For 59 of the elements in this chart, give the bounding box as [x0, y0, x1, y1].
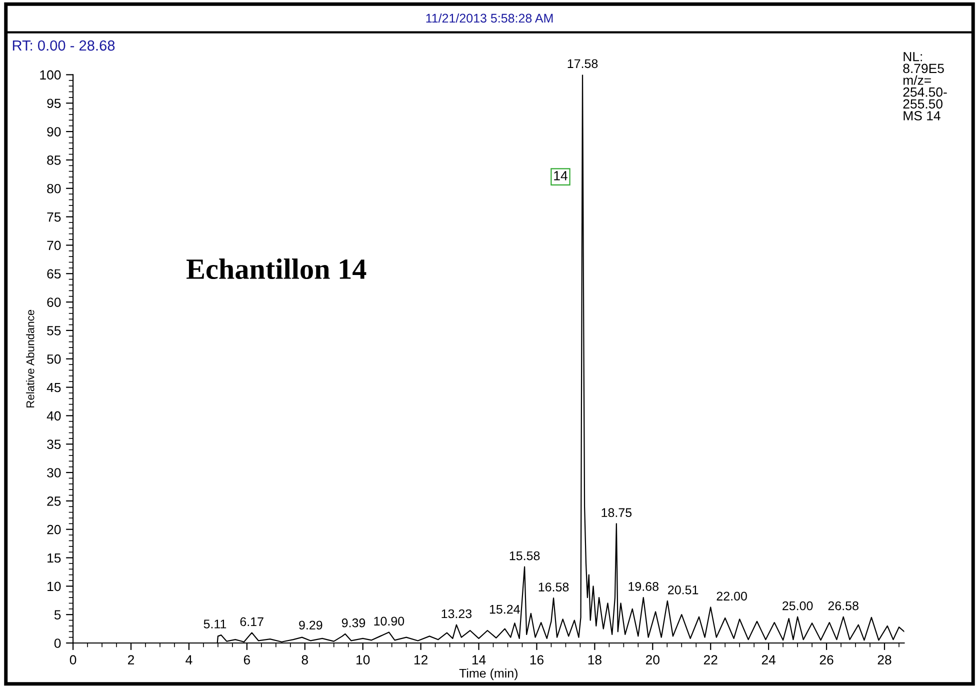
text: RT: 0.00 - 28.68 [12, 40, 115, 51]
y-axis-title: Relative Abundance [26, 310, 34, 408]
y-tick-label: 20 [47, 524, 61, 534]
y-tick-label: 25 [47, 496, 61, 506]
y-tick-label: 80 [47, 184, 61, 194]
x-tick-label: 20 [646, 655, 660, 664]
y-tick-label: 10 [48, 582, 61, 592]
y-tick-label: 70 [47, 240, 61, 250]
annotation: 5.11 [204, 620, 226, 628]
x-tick-label: 16 [530, 655, 544, 664]
annotation: 15.58 [510, 551, 540, 560]
y-tick-label: 90 [47, 127, 61, 136]
annotation: Echantillon 14 [186, 258, 366, 280]
x-tick-label: 2 [128, 655, 134, 664]
y-tick-label: 15 [48, 553, 61, 563]
annotation: 13.23 [442, 609, 472, 618]
annotation: 9.29 [299, 620, 322, 630]
annotation: 6.17 [240, 617, 264, 626]
y-tick-label: 75 [47, 212, 61, 222]
y-tick-label: 30 [47, 468, 61, 478]
annotation: 18.75 [602, 508, 632, 518]
y-tick-label: 5 [54, 610, 61, 620]
annotation: 16.58 [538, 582, 569, 592]
x-tick-label: 4 [186, 655, 192, 664]
x-tick-label: 24 [762, 655, 776, 664]
y-tick-label: 55 [47, 326, 61, 336]
annotation: 15.24 [490, 604, 520, 614]
x-tick-label: 22 [704, 655, 718, 664]
y-tick-label: 45 [46, 382, 61, 392]
annotation: 22.00 [716, 592, 747, 601]
x-tick-label: 8 [302, 655, 308, 664]
y-tick-label: 40 [46, 411, 61, 421]
x-tick-label: 14 [472, 655, 486, 664]
x-tick-label: 10 [356, 655, 370, 664]
x-tick-label: 28 [878, 655, 892, 664]
y-tick-label: 60 [47, 298, 61, 307]
text: 11/21/2013 5:58:28 AM [426, 13, 553, 23]
y-tick-label: 95 [47, 98, 61, 108]
annotation: 14 [554, 171, 568, 180]
y-tick-label: 0 [54, 638, 61, 648]
annotation: NL: 8.79E5 m/z= 254.50- 255.50 MS 14 [903, 52, 947, 120]
y-tick-label: 50 [47, 354, 61, 364]
annotation: 25.00 [782, 601, 813, 610]
y-tick-label: 85 [47, 156, 61, 165]
x-tick-label: 0 [70, 655, 76, 664]
annotation: 26.58 [828, 601, 858, 610]
y-tick-label: 65 [47, 269, 61, 279]
y-tick-label: 100 [40, 70, 61, 80]
annotation: 20.51 [668, 585, 698, 594]
annotation: 9.39 [342, 618, 366, 628]
annotation: 17.58 [568, 59, 598, 68]
y-tick-label: 35 [47, 440, 61, 450]
annotation: 10.90 [374, 616, 404, 626]
x-tick-label: 12 [414, 655, 428, 664]
x-tick-label: 6 [244, 655, 250, 664]
x-axis-title: Time (min) [459, 668, 518, 680]
x-tick-label: 26 [820, 655, 834, 664]
annotation: 19.68 [628, 582, 658, 591]
x-tick-label: 18 [588, 655, 602, 664]
